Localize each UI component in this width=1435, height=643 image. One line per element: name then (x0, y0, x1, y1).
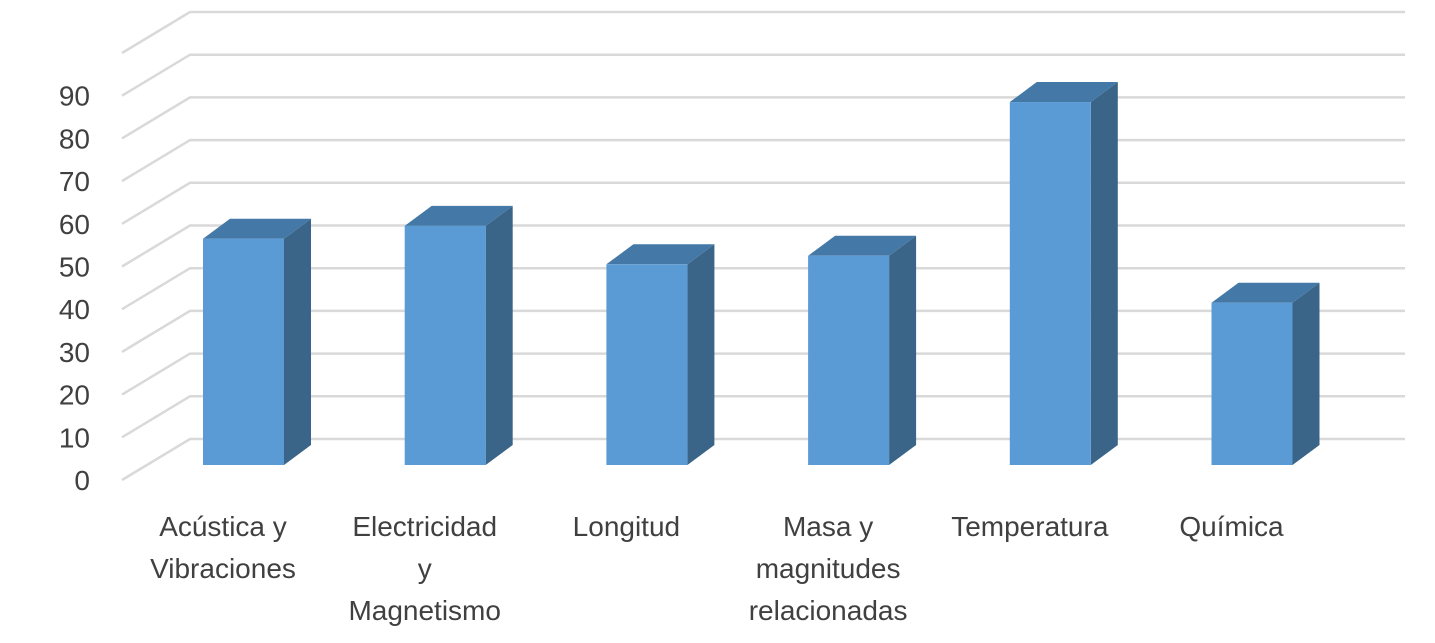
y-tick-label: 70 (59, 166, 90, 197)
y-axis-tick-labels: 0 10 20 30 40 50 60 70 80 90 (59, 81, 90, 496)
bar (1211, 282, 1320, 465)
gridline (121, 96, 1405, 140)
bar-front (808, 255, 890, 465)
y-tick-label: 80 (59, 123, 90, 154)
gridline (121, 224, 1405, 268)
bar (808, 235, 917, 465)
gridline (121, 181, 1405, 225)
bar-top (203, 218, 311, 239)
x-category-label: Electricidad y Magnetismo (348, 511, 501, 626)
bar-top (808, 235, 917, 256)
gridlines (121, 10, 1405, 482)
gridline (121, 352, 1405, 396)
bar-top (404, 205, 513, 226)
y-tick-label: 50 (59, 252, 90, 283)
y-tick-label: 0 (74, 465, 90, 496)
bar-side (1292, 282, 1320, 465)
y-tick-label: 90 (59, 81, 90, 112)
gridline (121, 437, 1405, 482)
bar-side (284, 218, 311, 465)
bar-side (485, 205, 513, 465)
x-category-label: Longitud (573, 511, 680, 542)
bar (606, 244, 715, 465)
x-category-label: Acústica y Vibraciones (150, 511, 296, 584)
bar (404, 205, 513, 465)
bar (1009, 82, 1118, 466)
x-axis-category-labels: Acústica y Vibraciones Electricidad y Magnet… (150, 511, 1284, 626)
bar-side (1090, 82, 1118, 466)
bar-front (404, 225, 486, 465)
gridline (121, 138, 1405, 183)
bar-top (1009, 82, 1118, 103)
y-tick-label: 20 (59, 380, 90, 411)
x-category-label: Masa y magnitudes relacionadas (749, 511, 908, 626)
bar-front (1009, 102, 1091, 466)
gridline (121, 10, 1405, 55)
gridline (121, 395, 1405, 439)
bar-front (203, 238, 284, 465)
bar-front (606, 264, 688, 465)
bar-top (1211, 282, 1320, 303)
bar-top (606, 244, 715, 265)
bar-front (1211, 302, 1293, 465)
y-tick-label: 60 (59, 209, 90, 240)
x-category-label: Temperatura (951, 511, 1109, 542)
gridline (121, 309, 1405, 353)
gridline (121, 53, 1405, 97)
y-tick-label: 30 (59, 337, 90, 368)
x-category-label: Química (1179, 511, 1284, 542)
y-tick-label: 40 (59, 294, 90, 325)
bar (203, 218, 311, 465)
bar-side (889, 235, 917, 465)
gridline (121, 266, 1405, 311)
bar-side (687, 244, 715, 465)
y-tick-label: 10 (59, 422, 90, 453)
bars (203, 82, 1320, 466)
